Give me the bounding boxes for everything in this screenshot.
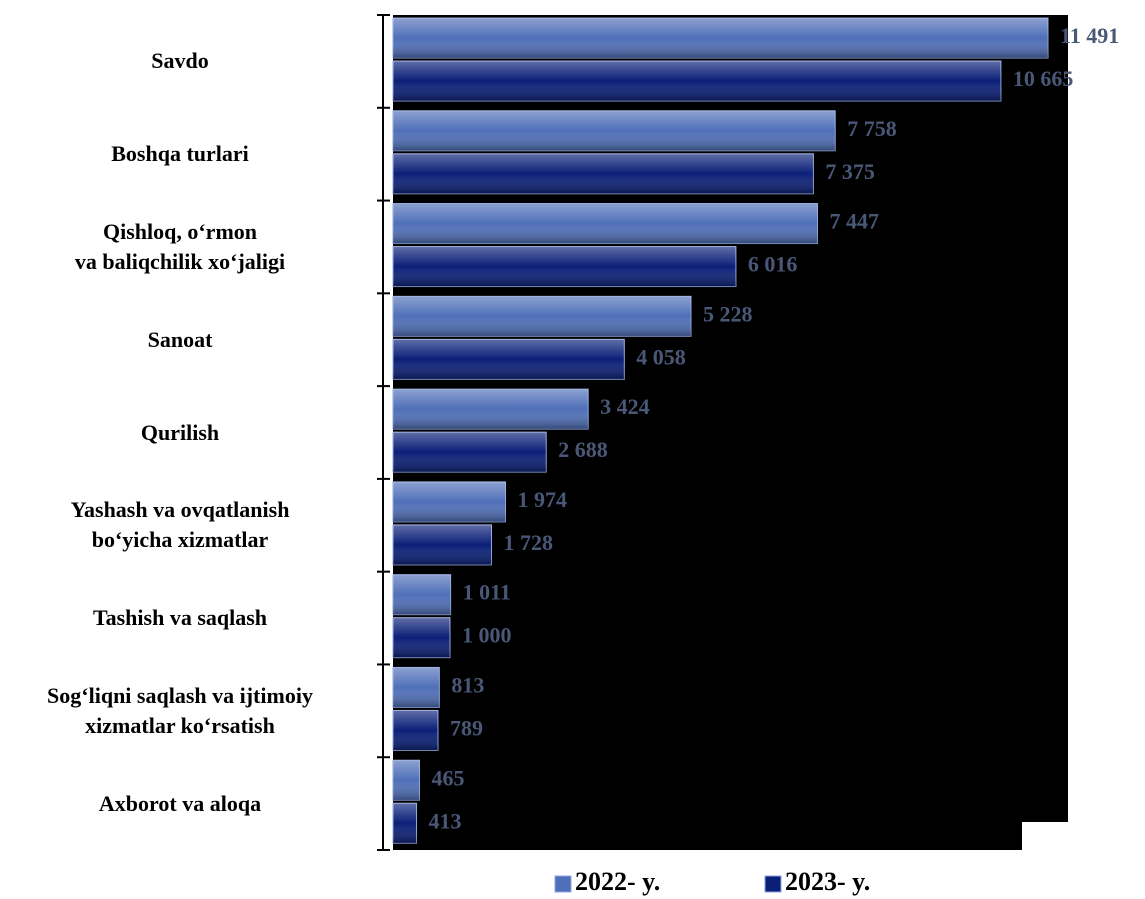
bar-shade bbox=[393, 389, 589, 430]
bar-shade bbox=[393, 760, 420, 801]
bar-shade bbox=[393, 432, 547, 473]
category-label: Qishloq, o‘rmon va baliqchilik xo‘jaligi bbox=[74, 218, 286, 274]
value-label: 2 688 bbox=[558, 437, 608, 462]
bar-shade bbox=[393, 110, 836, 151]
bar-shade bbox=[393, 667, 440, 708]
legend-swatch bbox=[554, 875, 572, 893]
bar-shade bbox=[393, 153, 814, 194]
value-label: 465 bbox=[432, 765, 465, 790]
value-label: 7 758 bbox=[847, 116, 897, 141]
bar-shade bbox=[393, 18, 1048, 58]
legend-swatch bbox=[764, 875, 782, 893]
value-label: 789 bbox=[450, 715, 483, 740]
value-label: 7 447 bbox=[829, 209, 879, 234]
value-label: 1 728 bbox=[503, 530, 552, 555]
legend-label: 2023- y. bbox=[785, 867, 870, 896]
category-label: Tashish va saqlash bbox=[92, 605, 268, 631]
category-label: Boshqa turlari bbox=[111, 141, 249, 167]
category-label: Savdo bbox=[151, 48, 209, 74]
bar-shade bbox=[393, 203, 818, 244]
category-label: Sanoat bbox=[147, 326, 213, 352]
bar-shade bbox=[393, 617, 451, 658]
value-label: 4 058 bbox=[636, 344, 686, 369]
bar-shade bbox=[393, 803, 417, 844]
category-label: Axborot va aloqa bbox=[98, 790, 262, 816]
bar-shade bbox=[393, 246, 736, 287]
bar-shade bbox=[393, 339, 625, 380]
bar-shade bbox=[393, 574, 451, 615]
value-label: 813 bbox=[451, 672, 484, 697]
value-label: 7 375 bbox=[825, 159, 875, 184]
value-label: 5 228 bbox=[703, 301, 753, 326]
value-label: 1 011 bbox=[463, 580, 511, 605]
value-label: 413 bbox=[429, 808, 462, 833]
category-label: Yashash va ovqatlanish bo‘yicha xizmatla… bbox=[70, 497, 290, 553]
bar-shade bbox=[393, 710, 438, 751]
value-label: 6 016 bbox=[748, 252, 798, 277]
bar-shade bbox=[393, 61, 1001, 101]
bar-shade bbox=[393, 524, 492, 565]
value-label: 3 424 bbox=[600, 394, 650, 419]
value-label: 11 491 bbox=[1060, 23, 1119, 48]
legend-label: 2022- y. bbox=[575, 867, 660, 896]
value-label: 1 000 bbox=[462, 623, 512, 648]
category-label: Sog‘liqni saqlash va ijtimoiy xizmatlar … bbox=[47, 682, 313, 738]
bar-shade bbox=[393, 296, 692, 337]
bar-shade bbox=[393, 481, 506, 522]
value-label: 1 974 bbox=[518, 487, 568, 512]
category-label: Qurilish bbox=[140, 419, 220, 445]
value-label: 10 665 bbox=[1013, 66, 1073, 91]
